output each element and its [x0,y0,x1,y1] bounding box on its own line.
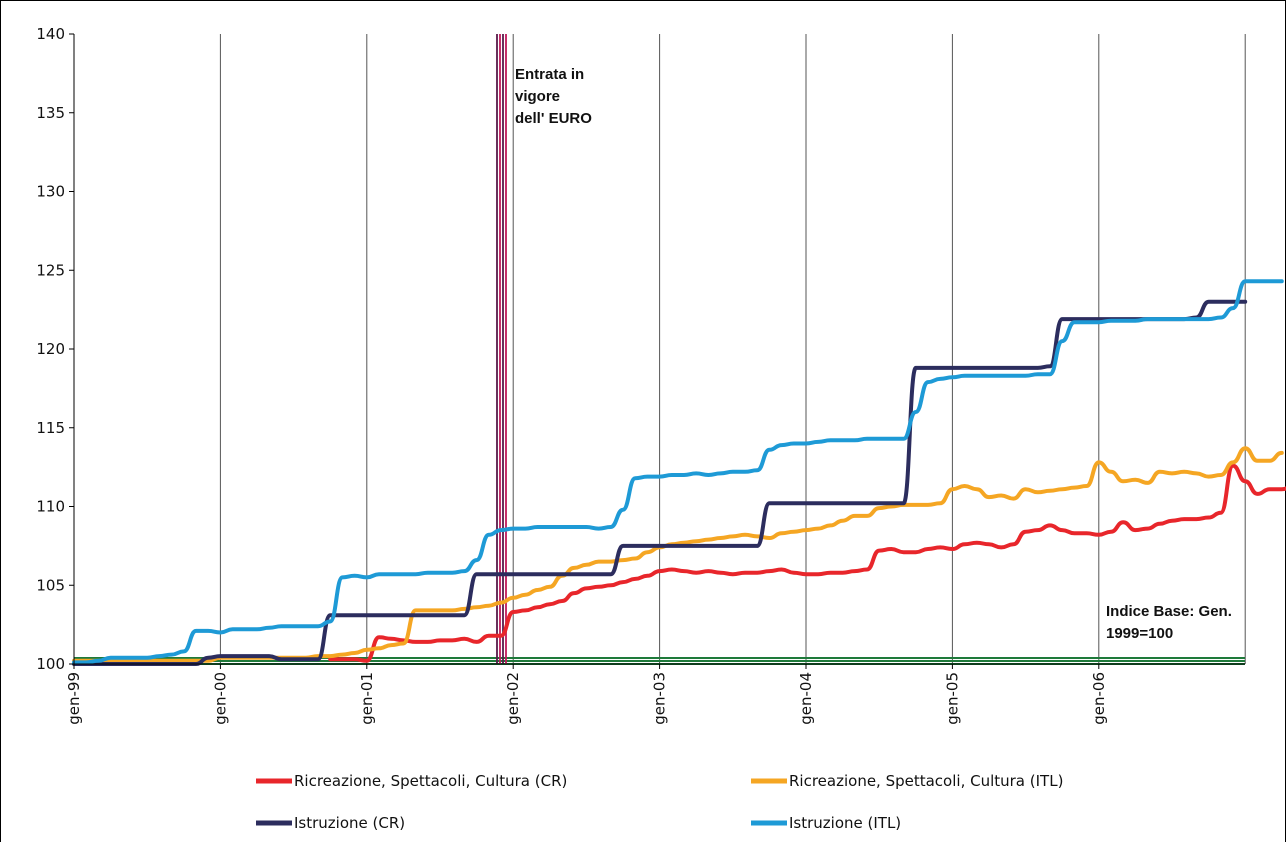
euro-annotation-line: Entrata in [515,66,584,83]
y-tick-label: 130 [36,183,65,201]
y-tick-label: 120 [36,340,65,358]
x-tick-label: gen-03 [651,672,669,725]
annotations: Entrata in vigore dell' EURO Indice Base: G… [515,66,1232,642]
y-tick-label: 140 [36,25,65,43]
series-lines [72,279,1286,666]
y-tick-label: 110 [36,498,65,516]
base-index-note-line: 1999=100 [1106,625,1173,642]
y-tick-label: 105 [36,576,65,594]
x-tick-label: gen-00 [211,672,229,725]
series-line-0 [328,463,1286,663]
euro-annotation-line: vigore [515,88,560,105]
series-line-2 [72,299,1248,666]
vertical-gridlines [219,34,1246,664]
euro-annotation-line: dell' EURO [515,110,592,127]
x-tick-label: gen-01 [358,672,376,725]
legend-label: Istruzione (ITL) [789,814,901,832]
x-tick-label: gen-04 [797,672,815,725]
legend-label: Istruzione (CR) [294,814,405,832]
euro-marker [496,34,507,664]
legend: Ricreazione, Spettacoli, Cultura (CR) Ric… [256,772,1063,832]
y-axis-ticks: 100 105 110 115 120 125 130 135 140 [36,25,74,673]
legend-label: Ricreazione, Spettacoli, Cultura (ITL) [789,772,1063,790]
x-axis-ticks: gen-99 gen-00 gen-01 gen-02 gen-03 gen-04 gen-… [65,664,1108,725]
x-tick-label: gen-99 [65,672,83,725]
y-tick-label: 115 [36,419,65,437]
x-tick-label: gen-05 [943,672,961,725]
legend-label: Ricreazione, Spettacoli, Cultura (CR) [294,772,567,790]
y-tick-label: 135 [36,104,65,122]
y-tick-label: 125 [36,261,65,279]
y-tick-label: 100 [36,655,65,673]
x-tick-label: gen-06 [1090,672,1108,725]
x-tick-label: gen-02 [504,672,522,725]
series-line-3 [72,279,1284,665]
base-index-note-line: Indice Base: Gen. [1106,603,1232,620]
